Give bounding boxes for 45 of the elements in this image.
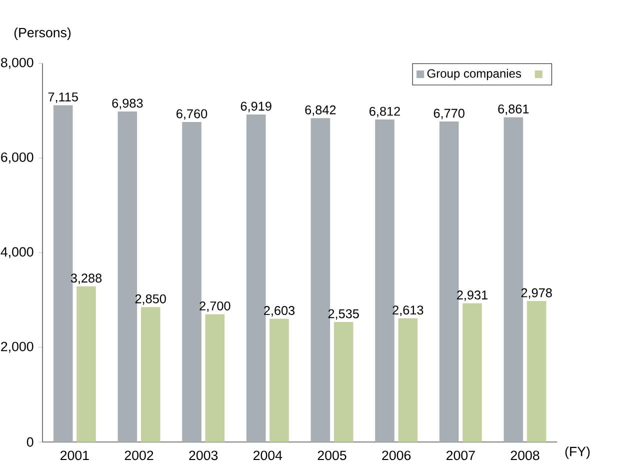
y-tick-label: 8,000 [1, 58, 34, 69]
data-label: 2,850 [135, 294, 166, 305]
data-label: 2,613 [392, 306, 424, 316]
x-tick-label: 2001 [60, 450, 89, 460]
y-axis-title: (Persons) [14, 28, 71, 40]
data-label: 2,931 [457, 290, 488, 301]
bar [76, 286, 96, 442]
data-label: 2,700 [200, 301, 230, 312]
data-label: 6,760 [176, 109, 208, 120]
bar [375, 120, 394, 442]
y-tick-label: 6,000 [1, 152, 34, 164]
x-axis-title: (FY) [565, 446, 590, 459]
data-label: 2,603 [264, 306, 295, 317]
data-label: 2,535 [328, 309, 359, 320]
x-tick-label: 2007 [446, 450, 475, 460]
bar [246, 114, 266, 442]
bar [398, 318, 418, 442]
data-label: 6,770 [434, 108, 464, 120]
y-tick-label: 0 [26, 437, 34, 447]
bar [182, 122, 202, 442]
data-label: 6,919 [240, 102, 272, 112]
data-label: 7,115 [48, 92, 78, 103]
data-label: 6,842 [305, 105, 336, 116]
x-tick-label: 2004 [254, 450, 282, 460]
bar [462, 303, 482, 442]
y-tick-label: 2,000 [1, 342, 34, 353]
bar [270, 318, 289, 442]
legend-label: Group companies [427, 68, 522, 80]
bar [526, 301, 546, 442]
bar [140, 307, 160, 442]
data-label: 6,861 [498, 104, 529, 115]
bar [439, 122, 459, 442]
data-label: 6,983 [112, 98, 143, 110]
x-tick-label: 2003 [189, 450, 218, 460]
data-label: 6,812 [370, 106, 400, 118]
x-tick-label: 2005 [318, 450, 346, 460]
y-tick-label: 4,000 [0, 247, 34, 258]
bar [334, 322, 354, 442]
x-tick-label: 2006 [382, 450, 411, 460]
bar [205, 314, 225, 442]
x-tick-label: 2002 [124, 450, 154, 460]
data-label: 3,288 [70, 274, 102, 284]
data-label: 2,978 [521, 288, 552, 299]
bar [53, 105, 73, 442]
x-tick-label: 2008 [510, 450, 540, 460]
